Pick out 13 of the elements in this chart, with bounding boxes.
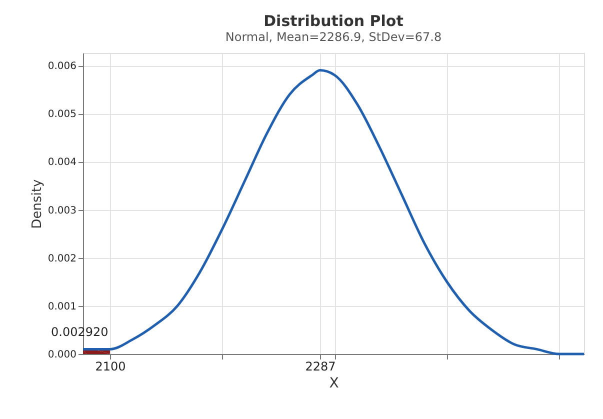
y-tick-label: 0.004 [48, 157, 76, 168]
chart-title: Distribution Plot [264, 12, 404, 30]
x-tick-label: 2287 [305, 360, 336, 374]
y-tick-label: 0.003 [48, 205, 76, 216]
y-tick-label: 0.005 [48, 109, 76, 120]
y-tick-label: 0.000 [48, 350, 76, 360]
y-tick-label: 0.006 [48, 61, 76, 72]
y-tick-label: 0.002 [48, 253, 76, 264]
x-axis-title: X [329, 376, 340, 392]
y-tick-label: 0.001 [48, 301, 76, 312]
y-axis-title: Density [30, 178, 45, 229]
chart-subtitle: Normal, Mean=2286.9, StDev=67.8 [225, 30, 442, 44]
x-tick-label: 2100 [95, 360, 126, 374]
